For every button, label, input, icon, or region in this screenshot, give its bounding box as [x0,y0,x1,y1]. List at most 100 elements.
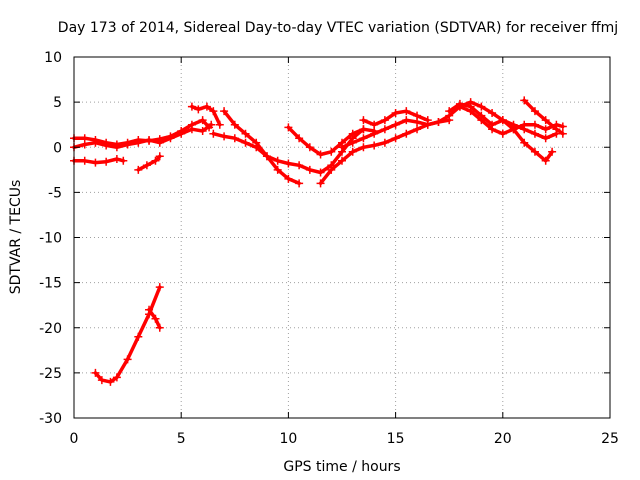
data-point [359,116,368,125]
data-point [207,120,216,129]
data-point [391,134,400,143]
data-point [498,129,507,138]
data-point [155,323,164,332]
data-point [391,120,400,129]
data-point [262,152,271,161]
x-tick-label: 0 [70,431,79,447]
data-point [134,165,143,174]
data-point [102,157,111,166]
data-point [327,147,336,156]
data-point [348,138,357,147]
y-tick-label: -20 [39,321,62,337]
series-arc-6 [222,109,301,186]
data-point [391,108,400,117]
data-point [530,107,539,116]
data-point [198,127,207,136]
data-point [112,154,121,163]
data-point [123,140,132,149]
data-point [295,161,304,170]
data-point [402,129,411,138]
x-tick-label: 10 [279,431,297,447]
y-tick-label: 0 [53,140,62,156]
data-point [316,179,325,188]
data-point [402,116,411,125]
data-point [273,156,282,165]
y-tick-label: -15 [39,276,62,292]
data-point [134,138,143,147]
grid [74,57,610,418]
data-point [541,156,550,165]
data-point [241,129,250,138]
data-point [380,116,389,125]
series-arc-16 [93,285,162,384]
data-point [423,116,432,125]
data-point [413,125,422,134]
data-point [155,152,164,161]
data-point [434,117,443,126]
data-point [348,129,357,138]
data-point [305,143,314,152]
data-point [102,141,111,150]
chart-title: Day 173 of 2014, Sidereal Day-to-day VTE… [58,20,618,36]
data-point [284,159,293,168]
data-point [142,161,151,170]
x-tick-label: 15 [387,431,405,447]
data-point [327,165,336,174]
data-point [284,123,293,132]
data-point [530,147,539,156]
data-point [541,125,550,134]
y-tick-label: -30 [39,411,62,427]
data-point [380,125,389,134]
data-point [380,138,389,147]
data-point [155,283,164,292]
data-point [295,134,304,143]
x-tick-label: 25 [601,431,619,447]
data-point [155,138,164,147]
data-point [370,141,379,150]
data-point [305,165,314,174]
data-point [477,116,486,125]
data-point [97,376,106,385]
data-point [134,332,143,341]
data-point [359,143,368,152]
series-arc-14 [501,118,554,163]
data-point [187,125,196,134]
data-point [558,129,567,138]
x-axis-label: GPS time / hours [283,459,400,475]
data-point [112,143,121,152]
data-point [520,120,529,129]
data-point [187,102,196,111]
data-point [316,150,325,159]
data-point [220,107,229,116]
series-arc-10 [340,100,505,150]
data-point [558,122,567,131]
data-point [230,134,239,143]
data-point [145,136,154,145]
data-point [119,156,128,165]
data-point [194,105,203,114]
data-point [541,134,550,143]
data-point [445,107,454,116]
data-point [91,158,100,167]
y-tick-label: -25 [39,366,62,382]
y-tick-label: -10 [39,231,62,247]
x-tick-label: 5 [177,431,186,447]
data-point [252,143,261,152]
data-point [413,111,422,120]
data-point [477,102,486,111]
data-point [295,179,304,188]
data-point [209,129,218,138]
data-point [284,174,293,183]
data-point [80,156,89,165]
data-point [230,120,239,129]
data-point [316,168,325,177]
data-point [402,107,411,116]
data-point [209,107,218,116]
data-point [359,125,368,134]
data-point [338,156,346,165]
data-point [177,129,186,138]
data-point [520,96,529,105]
data-point [106,377,115,386]
data-point [151,156,160,165]
